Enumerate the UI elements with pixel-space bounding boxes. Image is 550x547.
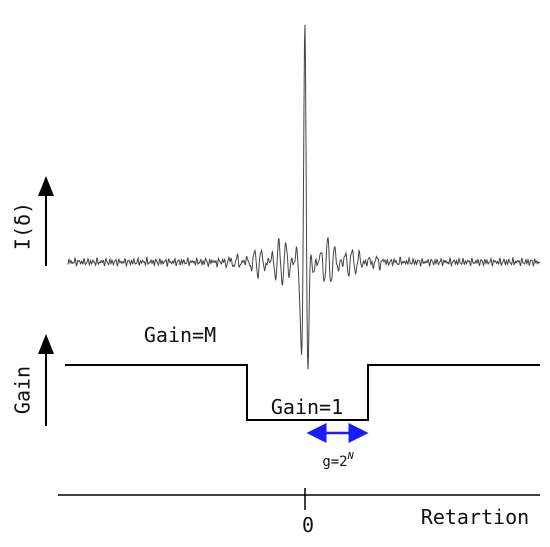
width-base: g=2	[322, 454, 347, 470]
origin-label: 0	[302, 513, 314, 537]
width-label: g=2N	[322, 451, 354, 470]
gain-low-label: Gain=1	[271, 395, 343, 419]
gain-axis-label: Gain	[11, 366, 35, 414]
gain-high-label: Gain=M	[144, 323, 216, 347]
x-axis-label: Retartion	[421, 505, 529, 529]
width-exponent: N	[347, 451, 355, 462]
intensity-label: I(δ)	[11, 202, 35, 250]
interferogram	[67, 24, 541, 370]
gain-profile	[65, 364, 540, 421]
